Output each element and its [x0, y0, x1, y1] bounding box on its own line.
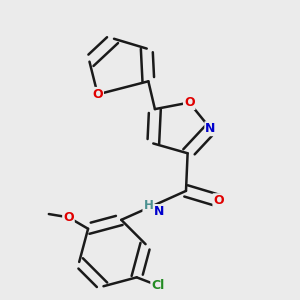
Text: N: N: [154, 205, 164, 218]
Text: O: O: [63, 211, 74, 224]
Text: Cl: Cl: [151, 279, 165, 292]
Text: N: N: [205, 122, 216, 135]
Text: O: O: [213, 194, 224, 207]
Text: H: H: [143, 199, 153, 212]
Text: O: O: [184, 96, 195, 109]
Text: O: O: [92, 88, 103, 101]
